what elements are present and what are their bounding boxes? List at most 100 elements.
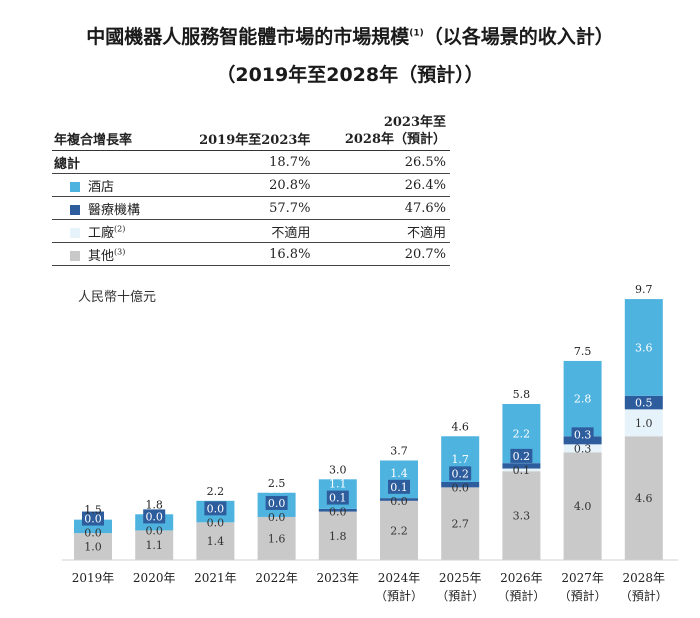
bar-segment (74, 533, 112, 560)
bar-total-label: 5.8 (513, 388, 531, 401)
segment-value-label: 4.6 (635, 492, 653, 505)
x-tick-sublabel: （預計） (620, 588, 668, 603)
cagr-row: 酒店 20.8% 26.4% (52, 173, 450, 197)
legend-swatch (70, 227, 80, 238)
segment-value-label: 1.8 (329, 530, 347, 543)
label-chip (143, 509, 166, 524)
segment-value-label: 0.0 (145, 524, 163, 537)
cagr-row: 醫療機構 57.7% 47.6% (52, 196, 450, 220)
x-tick-label: 2028年 (623, 571, 666, 585)
segment-value-label: 0.6 (145, 496, 163, 509)
cagr-2019-2023-value: 57.7% (166, 196, 315, 220)
cagr-row-footnote: (3) (114, 247, 126, 257)
cagr-header-2023-2028-line2: 2028年（預計） (344, 132, 446, 147)
segment-value-label: 0.0 (207, 502, 225, 515)
label-chip (388, 479, 410, 494)
cagr-row: 總計 18.7% 26.5% (52, 150, 450, 174)
bar-segment (318, 511, 357, 560)
x-tick-label: 2024年 (378, 571, 421, 585)
segment-value-label: 0.3 (574, 428, 592, 441)
x-tick-label: 2026年 (500, 571, 543, 585)
bar-total-label: 9.7 (635, 283, 653, 296)
cagr-2019-2023-value: 18.7% (166, 150, 315, 174)
bar-total-label: 3.0 (329, 463, 347, 476)
cagr-2019-2023-value: 16.8% (166, 242, 315, 266)
segment-value-label: 2.2 (390, 524, 408, 537)
bar-segment (135, 530, 174, 560)
segment-value-label: 2.8 (574, 393, 592, 406)
x-tick-sublabel: （預計） (436, 588, 484, 603)
cagr-row-name: 工廠 (88, 225, 115, 241)
unit-label: 人民幣十億元 (78, 290, 157, 305)
cagr-row-name: 醫療機構 (88, 202, 141, 218)
title-text: 中國機器人服務智能體市場的市場規模 (86, 26, 410, 48)
segment-value-label: 0.0 (84, 513, 102, 526)
segment-value-label: 0.0 (84, 527, 102, 540)
segment-value-label: 3.6 (635, 341, 653, 354)
label-chip (82, 511, 104, 526)
segment-value-label: 0.1 (329, 492, 347, 505)
bar-segment (502, 471, 541, 560)
cagr-2023-2028-value: 不適用 (314, 219, 450, 243)
bar-segment (624, 436, 663, 560)
cagr-2019-2023-value: 20.8% (166, 173, 315, 197)
cagr-header-2023-2028-line1: 2023年至 (383, 115, 446, 130)
segment-value-label: 0.3 (574, 442, 592, 455)
segment-value-label: 1.4 (390, 467, 408, 480)
x-tick-label: 2023年 (317, 571, 360, 585)
bar-segment (380, 498, 418, 501)
legend-swatch (70, 250, 80, 261)
segment-value-label: 0.2 (451, 467, 469, 480)
bar-segment (380, 500, 418, 560)
cagr-2023-2028-value: 26.5% (314, 150, 450, 174)
bar-total-label: 3.7 (390, 444, 408, 457)
segment-value-label: 0.0 (390, 495, 408, 508)
label-chip (510, 448, 533, 463)
bar-segment (257, 516, 296, 560)
segment-value-label: 1.4 (207, 535, 225, 548)
label-chip (449, 466, 472, 481)
cagr-row-label: 醫療機構 (52, 196, 167, 220)
cagr-row-footnote: (2) (114, 224, 126, 234)
label-chip (265, 495, 288, 510)
cagr-header-2023-2028: 2023年至 2028年（預計） (314, 112, 450, 151)
segment-value-label: 0.0 (451, 481, 469, 494)
segment-value-label: 1.7 (451, 453, 469, 466)
bar-segment (563, 360, 602, 437)
title-footnote: (1) (409, 28, 424, 39)
segment-value-label: 1.0 (84, 541, 102, 554)
bar-segment (502, 468, 541, 472)
bar-total-label: 7.5 (574, 345, 592, 358)
cagr-row: 工廠(2) 不適用 不適用 (52, 219, 450, 243)
cagr-2023-2028-value: 26.4% (314, 173, 450, 197)
cagr-header-row: 年複合增長率 2019年至2023年 2023年至 2028年（預計） (52, 112, 450, 151)
cagr-row-name: 酒店 (88, 179, 115, 195)
cagr-row-name: 總計 (54, 156, 81, 172)
segment-value-label: 0.0 (268, 511, 286, 524)
segment-value-label: 0.1 (513, 464, 531, 477)
cagr-row: 其他(3) 16.8% 20.7% (52, 242, 450, 266)
x-tick-label: 2027年 (561, 571, 604, 585)
x-tick-label: 2020年 (133, 571, 176, 585)
legend-swatch (70, 204, 80, 215)
label-chip (204, 501, 227, 516)
segment-value-label: 3.3 (513, 510, 531, 523)
bar-segment (441, 487, 480, 560)
cagr-header-label: 年複合增長率 (52, 112, 167, 151)
bar-total-label: 2.2 (207, 485, 225, 498)
segment-value-label: 0.5 (635, 397, 653, 410)
segment-value-label: 1.6 (268, 532, 286, 545)
segment-value-label: 4.0 (574, 500, 592, 513)
segment-value-label: 1.1 (145, 539, 163, 552)
cagr-2023-2028-value: 47.6% (314, 196, 450, 220)
segment-value-label: 2.7 (451, 518, 469, 531)
segment-value-label: 0.1 (390, 481, 408, 494)
bar-segment (318, 508, 357, 512)
bar-segment (624, 409, 663, 437)
segment-value-label: 0.0 (329, 506, 347, 519)
segment-value-label: 2.2 (513, 428, 531, 441)
segment-value-label: 0.5 (84, 499, 102, 512)
title-suffix: （以各場景的收入計） (423, 26, 614, 48)
segment-value-label: 0.2 (513, 450, 531, 463)
